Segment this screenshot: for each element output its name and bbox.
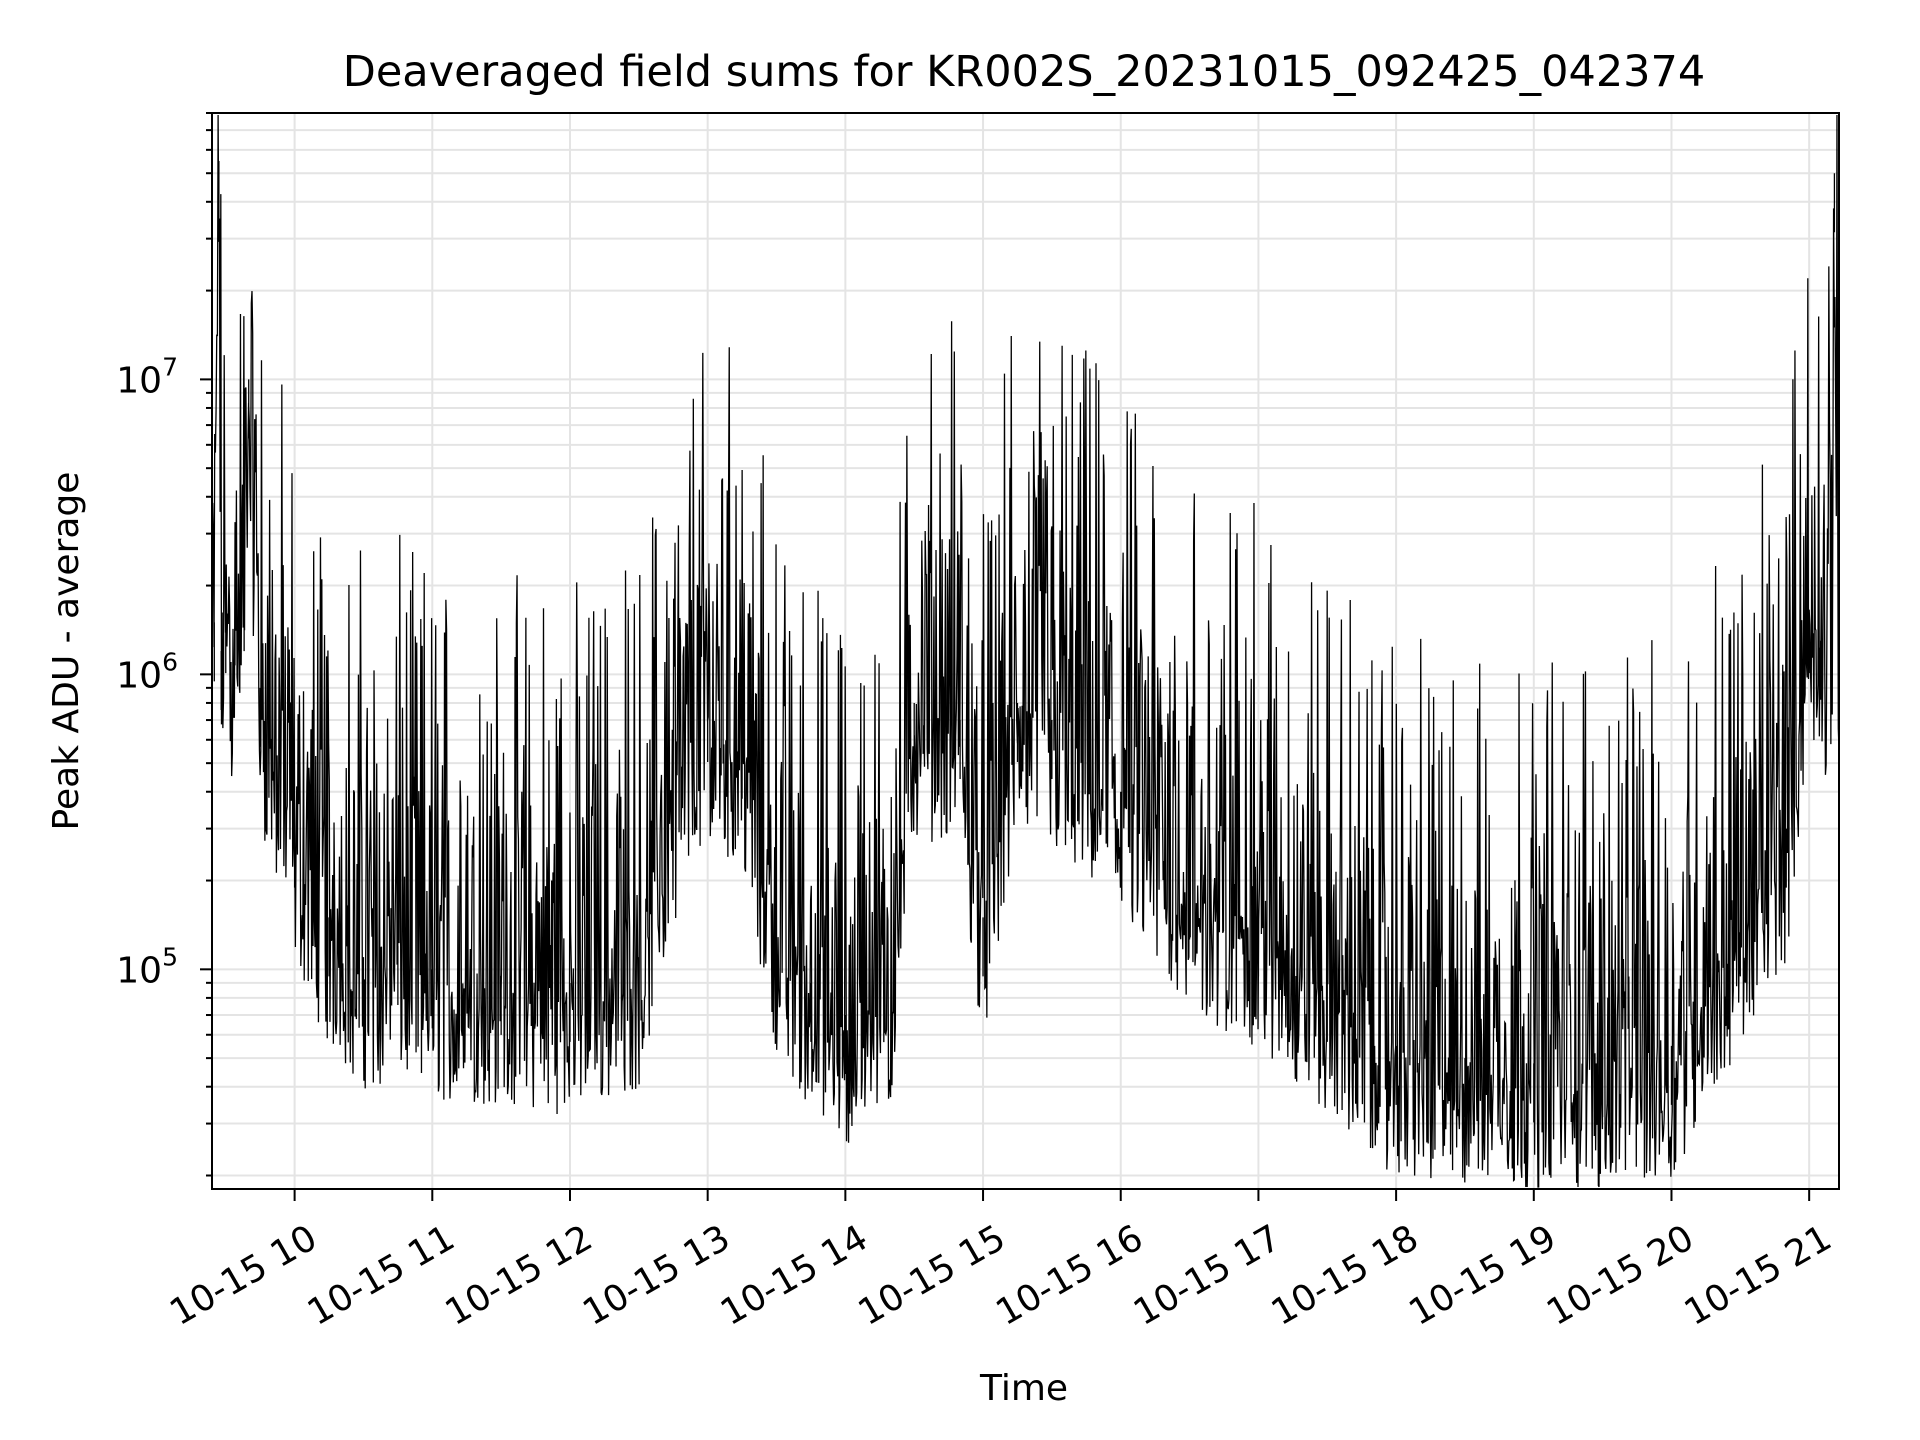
y-axis-label: Peak ADU - average	[46, 472, 87, 831]
y-tick-label: 105	[116, 942, 178, 991]
chart-title: Deaveraged field sums for KR002S_2023101…	[343, 47, 1706, 97]
y-tick-label: 107	[116, 352, 178, 401]
plot-frame	[211, 112, 1840, 1190]
series-layer	[211, 114, 1840, 1188]
x-axis-label: Time	[979, 1368, 1068, 1409]
y-tick-label: 106	[116, 647, 178, 696]
y-axis: 105 106 107	[116, 112, 212, 1177]
data-series-line	[211, 114, 1840, 1188]
